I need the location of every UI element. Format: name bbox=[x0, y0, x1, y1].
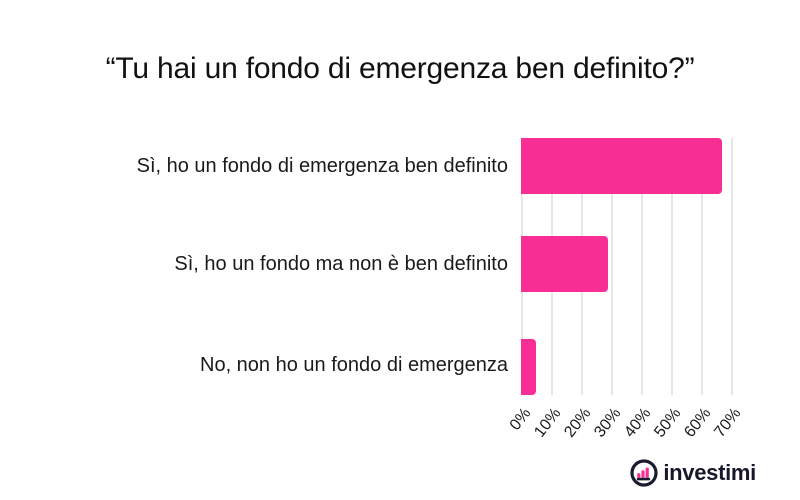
gridline-70% bbox=[731, 138, 733, 395]
bar-0 bbox=[521, 138, 722, 194]
gridline-60% bbox=[701, 138, 703, 395]
bar-chart-circle-icon bbox=[630, 459, 658, 487]
gridline-40% bbox=[641, 138, 643, 395]
category-label-1: Sì, ho un fondo ma non è ben definito bbox=[174, 253, 508, 275]
x-axis: 0% 10% 20% 30% 40% 50% 60% 70% bbox=[507, 397, 747, 457]
brand-name: investimi bbox=[663, 460, 756, 485]
gridline-50% bbox=[671, 138, 673, 395]
bar-2 bbox=[521, 339, 536, 395]
plot-area bbox=[521, 138, 747, 395]
category-label-0: Sì, ho un fondo di emergenza ben definit… bbox=[136, 155, 508, 177]
gridline-30% bbox=[611, 138, 613, 395]
chart-title: “Tu hai un fondo di emergenza ben defini… bbox=[105, 52, 695, 85]
category-label-2: No, non ho un fondo di emergenza bbox=[200, 354, 508, 376]
bar-1 bbox=[521, 236, 608, 292]
brand-logo: investimi bbox=[630, 459, 756, 487]
